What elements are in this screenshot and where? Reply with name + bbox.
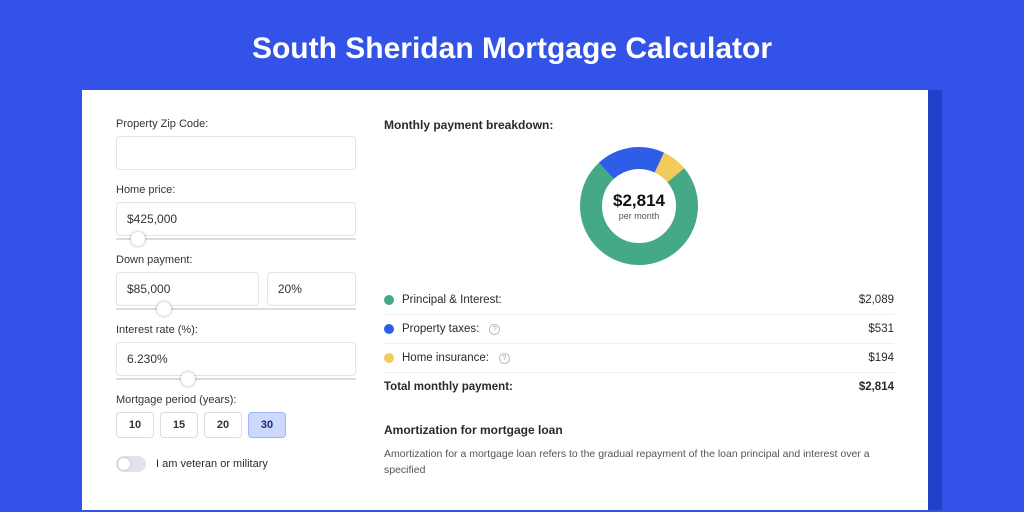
amortization-heading: Amortization for mortgage loan (384, 423, 894, 437)
rate-label: Interest rate (%): (116, 324, 356, 336)
legend-row: Home insurance:? $194 (384, 343, 894, 372)
calculator-card: Property Zip Code: Home price: Down paym… (82, 90, 928, 510)
breakdown-column: Monthly payment breakdown: $2,814 per mo… (384, 118, 894, 482)
donut-sub: per month (613, 211, 665, 221)
donut-chart-wrap: $2,814 per month (384, 144, 894, 268)
info-icon[interactable]: ? (499, 353, 510, 364)
veteran-toggle-knob (118, 458, 130, 470)
breakdown-heading: Monthly payment breakdown: (384, 118, 894, 132)
home-price-group: Home price: (116, 184, 356, 240)
legend-dot (384, 353, 394, 363)
legend-row: Property taxes:? $531 (384, 314, 894, 343)
page-title: South Sheridan Mortgage Calculator (0, 0, 1024, 90)
period-options: 10152030 (116, 412, 356, 438)
legend-dot (384, 295, 394, 305)
home-price-slider-thumb[interactable] (131, 232, 145, 246)
period-button-30[interactable]: 30 (248, 412, 286, 438)
total-value: $2,814 (859, 381, 894, 393)
donut-center: $2,814 per month (613, 191, 665, 221)
legend-value: $2,089 (859, 294, 894, 306)
rate-input[interactable] (116, 342, 356, 376)
down-payment-label: Down payment: (116, 254, 356, 266)
zip-group: Property Zip Code: (116, 118, 356, 170)
rate-slider-thumb[interactable] (181, 372, 195, 386)
info-icon[interactable]: ? (489, 324, 500, 335)
total-label: Total monthly payment: (384, 381, 513, 393)
veteran-row: I am veteran or military (116, 456, 356, 472)
legend-total-row: Total monthly payment: $2,814 (384, 372, 894, 401)
veteran-label: I am veteran or military (156, 458, 268, 470)
period-button-20[interactable]: 20 (204, 412, 242, 438)
legend-label: Principal & Interest: (402, 294, 502, 306)
down-payment-input[interactable] (116, 272, 259, 306)
donut-amount: $2,814 (613, 191, 665, 211)
veteran-toggle[interactable] (116, 456, 146, 472)
home-price-label: Home price: (116, 184, 356, 196)
down-payment-slider[interactable] (116, 308, 356, 310)
legend-label: Property taxes: (402, 323, 479, 335)
period-button-15[interactable]: 15 (160, 412, 198, 438)
donut-segment (659, 163, 675, 176)
down-payment-slider-thumb[interactable] (157, 302, 171, 316)
zip-input[interactable] (116, 136, 356, 170)
donut-chart: $2,814 per month (577, 144, 701, 268)
zip-label: Property Zip Code: (116, 118, 356, 130)
legend-row: Principal & Interest: $2,089 (384, 286, 894, 314)
rate-slider[interactable] (116, 378, 356, 380)
period-group: Mortgage period (years): 10152030 (116, 394, 356, 438)
donut-segment (606, 158, 659, 171)
down-payment-pct-input[interactable] (267, 272, 356, 306)
period-label: Mortgage period (years): (116, 394, 356, 406)
card-shadow: Property Zip Code: Home price: Down paym… (82, 90, 942, 510)
rate-group: Interest rate (%): (116, 324, 356, 380)
home-price-slider[interactable] (116, 238, 356, 240)
legend-value: $194 (868, 352, 894, 364)
inputs-column: Property Zip Code: Home price: Down paym… (116, 118, 356, 482)
home-price-input[interactable] (116, 202, 356, 236)
amortization-text: Amortization for a mortgage loan refers … (384, 447, 894, 479)
legend-dot (384, 324, 394, 334)
period-button-10[interactable]: 10 (116, 412, 154, 438)
legend-value: $531 (868, 323, 894, 335)
legend-label: Home insurance: (402, 352, 489, 364)
down-payment-group: Down payment: (116, 254, 356, 310)
